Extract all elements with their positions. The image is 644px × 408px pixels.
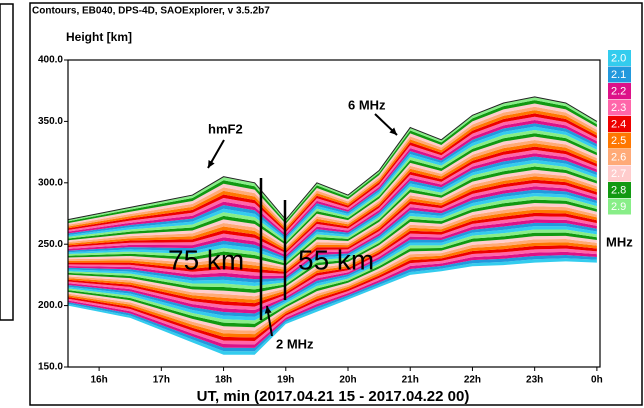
overlay: hmF2 6 MHz 2 MHz 75 km 55 km [168,97,398,351]
x-tick-label: 17h [153,375,170,386]
x-tick-label: 21h [402,375,419,386]
plot-area: 150.0 200.0 250.0 300.0 350.0 400.0 16h 17h 18h 1… [38,55,603,386]
contour-band [68,255,597,352]
annotation: 2 MHz [276,336,314,351]
x-tick-label: 16h [90,375,107,386]
color-swatch [608,66,631,83]
y-tick-label: 200.0 [38,300,63,311]
x-axis-label: UT, min (2017.04.21 15 - 2017.04.22 00) [197,388,470,405]
arrow-head [389,127,397,135]
color-swatch [608,149,631,165]
y-tick-label: 250.0 [38,239,63,250]
side-frame [0,3,14,321]
color-label: 2.5 [611,135,626,147]
contour-band [68,133,597,245]
contour-band [68,173,597,270]
color-swatch [608,198,631,215]
color-unit: MHz [606,234,633,249]
contour-band [68,251,597,348]
contour-band [68,176,597,272]
color-label: 2.0 [611,52,626,64]
x-tick-label: 0h [591,375,603,386]
color-swatch [608,132,631,149]
y-tick-label: 350.0 [38,116,63,127]
x-tick-label: 23h [526,375,543,386]
contour-band [68,149,597,256]
color-label: 2.4 [611,118,626,130]
annotation: 75 km [168,244,244,275]
contour-band [68,136,597,247]
color-label: 2.3 [611,102,626,114]
contour-band [68,143,597,251]
contour-band [68,163,597,264]
color-swatch [608,182,631,198]
x-tick-label: 19h [277,375,294,386]
y-tick-label: 300.0 [38,177,63,188]
contour-band [68,153,597,258]
color-swatch [608,165,631,182]
contour-band [68,103,597,226]
contour-band [68,100,597,224]
contour-band [68,169,597,268]
hmf2-outline [67,96,598,221]
y-tick-label: 400.0 [38,55,63,66]
annotation: 6 MHz [348,97,386,112]
contour-band [68,139,597,249]
annotation: hmF2 [208,121,243,136]
arrow-head [208,160,215,168]
color-label: 2.9 [611,201,626,213]
color-label: 2.2 [611,85,626,97]
color-swatch [608,50,631,66]
contour-band [68,183,597,277]
color-swatch [608,99,631,116]
plot-frame [67,59,601,368]
color-swatch [608,83,631,99]
color-label: 2.6 [611,151,626,163]
contour-band [68,106,597,228]
contour-band [68,126,597,241]
x-tick-label: 22h [464,375,481,386]
x-tick-label: 20h [339,375,356,386]
y-axis-label: Height [km] [66,30,132,44]
contour-band [68,159,597,262]
color-label: 2.7 [611,168,626,180]
contour-band [68,113,597,233]
contour-band [68,120,597,237]
color-label: 2.1 [611,69,626,81]
contour-band [68,179,597,274]
contour-band [68,156,597,260]
color-label: 2.8 [611,184,626,196]
contour-band [68,123,597,239]
arrow-head [264,306,272,314]
annotation: 55 km [298,244,374,275]
chart-title: Contours, EB040, DPS-4D, SAOExplorer, v … [32,6,270,17]
contour-band [68,248,597,345]
contour-band [68,116,597,235]
contour-band [68,129,597,243]
contour-band [68,146,597,254]
contour-band [68,166,597,266]
color-swatch [608,116,631,132]
y-tick-label: 150.0 [38,362,63,373]
contour-band [68,110,597,231]
x-tick-label: 18h [215,375,232,386]
